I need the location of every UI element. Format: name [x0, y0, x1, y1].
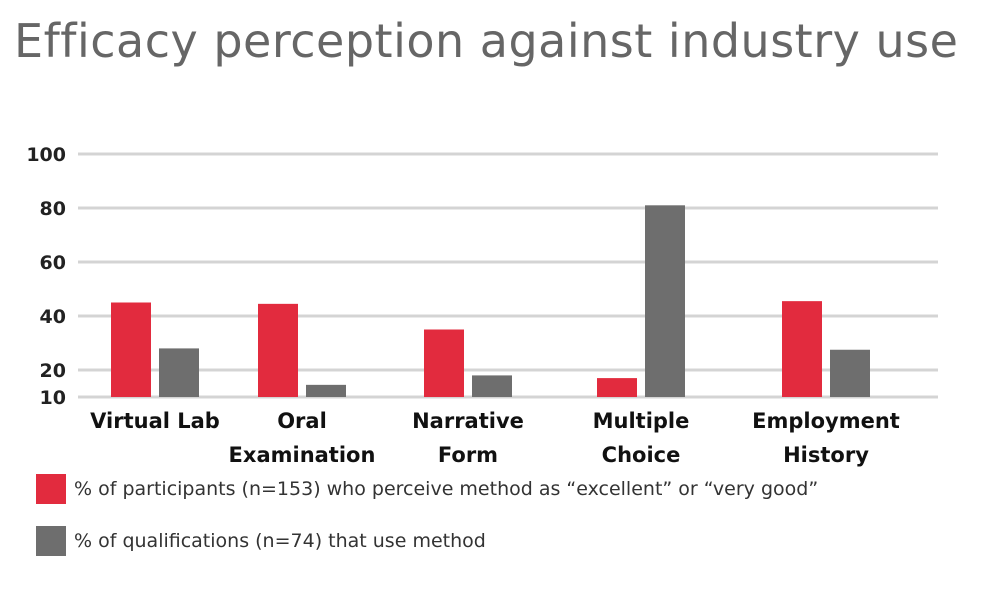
legend-label-participants: % of participants (n=153) who perceive m… — [74, 478, 819, 500]
legend: % of participants (n=153) who perceive m… — [36, 474, 818, 578]
bar-participants-virtual-lab — [111, 302, 151, 397]
legend-swatch-participants — [36, 474, 66, 504]
legend-item-qualifications: % of qualifications (n=74) that use meth… — [36, 526, 818, 556]
bar-participants-employment-history — [782, 301, 822, 397]
y-tick-label-80: 80 — [40, 198, 66, 220]
y-tick-label-40: 40 — [40, 306, 66, 328]
x-category-label: Form — [438, 443, 498, 467]
y-axis-ticks: 10 20 40 60 80 100 — [26, 144, 66, 409]
bar-qualifications-employment-history — [830, 349, 870, 397]
bar-qualifications-narrative-form — [472, 375, 512, 397]
y-tick-label-20: 20 — [40, 360, 66, 382]
grid-lines — [78, 152, 938, 399]
x-category-label: Employment — [752, 409, 900, 433]
x-category-label: Narrative — [412, 409, 524, 433]
bar-chart: 10 20 40 60 80 100 Virtual Lab Oral Examination… — [26, 144, 938, 467]
bar-qualifications-virtual-lab — [159, 348, 199, 397]
x-category-label: Multiple — [593, 409, 690, 433]
y-tick-label-100: 100 — [26, 144, 66, 166]
x-category-label: Oral — [277, 409, 327, 433]
legend-label-qualifications: % of qualifications (n=74) that use meth… — [74, 530, 486, 552]
chart-title: Efficacy perception against industry use — [14, 14, 959, 68]
bar-participants-multiple-choice — [597, 378, 637, 397]
y-tick-label-10: 10 — [40, 387, 66, 409]
x-category-label: Choice — [602, 443, 681, 467]
x-category-label: History — [783, 443, 869, 467]
x-category-label: Examination — [229, 443, 376, 467]
legend-item-participants: % of participants (n=153) who perceive m… — [36, 474, 818, 504]
x-category-label: Virtual Lab — [90, 409, 220, 433]
bars — [111, 205, 870, 397]
bar-qualifications-oral-examination — [306, 384, 346, 397]
bar-qualifications-multiple-choice — [645, 205, 685, 397]
y-tick-label-60: 60 — [40, 252, 66, 274]
legend-swatch-qualifications — [36, 526, 66, 556]
bar-participants-narrative-form — [424, 329, 464, 397]
x-axis-categories: Virtual Lab Oral Examination Narrative Form M… — [90, 409, 900, 467]
bar-participants-oral-examination — [258, 303, 298, 397]
